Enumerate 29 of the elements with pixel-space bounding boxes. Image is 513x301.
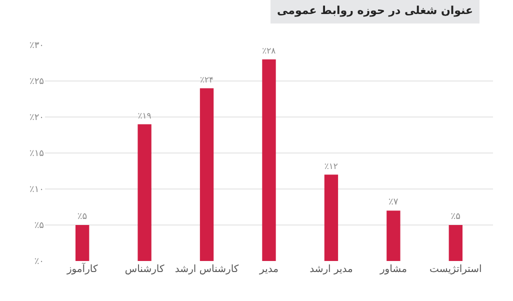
x-tick-label: مدیر (258, 264, 278, 275)
y-tick-label: ٪۰ (34, 257, 44, 268)
x-tick-label: مدیر ارشد (310, 264, 353, 275)
bar (324, 174, 338, 261)
y-tick-label: ٪۲۰ (29, 113, 44, 124)
chart-title: عنوان شغلی در حوزه روابط عمومی (277, 4, 474, 17)
data-label: ٪۱۲ (324, 160, 338, 171)
data-label: ٪۱۹ (138, 110, 152, 120)
y-tick-label: ٪۲۵ (29, 77, 44, 88)
y-tick-label: ٪۳۰ (29, 41, 44, 52)
x-tick-label: کارشناس ارشد (174, 264, 239, 275)
x-tick-label: کارآموز (66, 262, 98, 275)
bar (262, 59, 276, 261)
bar (75, 225, 90, 261)
bar (386, 210, 400, 261)
x-tick-label: مشاور (378, 264, 407, 275)
y-tick-label: ٪۱۰ (29, 185, 44, 196)
bar (138, 124, 152, 261)
x-tick-label: استراتژیست (430, 264, 482, 275)
data-label: ٪۲۸ (262, 46, 276, 56)
y-tick-label: ٪۱۵ (29, 149, 44, 160)
bar (200, 88, 214, 261)
bar (448, 225, 463, 261)
data-label: ٪۵ (77, 212, 88, 222)
data-label: ٪۲۴ (200, 74, 214, 84)
data-label: ٪۵ (450, 212, 461, 222)
data-label: ٪۷ (388, 198, 398, 208)
x-tick-label: کارشناس (124, 264, 164, 275)
y-tick-label: ٪۵ (34, 221, 44, 232)
